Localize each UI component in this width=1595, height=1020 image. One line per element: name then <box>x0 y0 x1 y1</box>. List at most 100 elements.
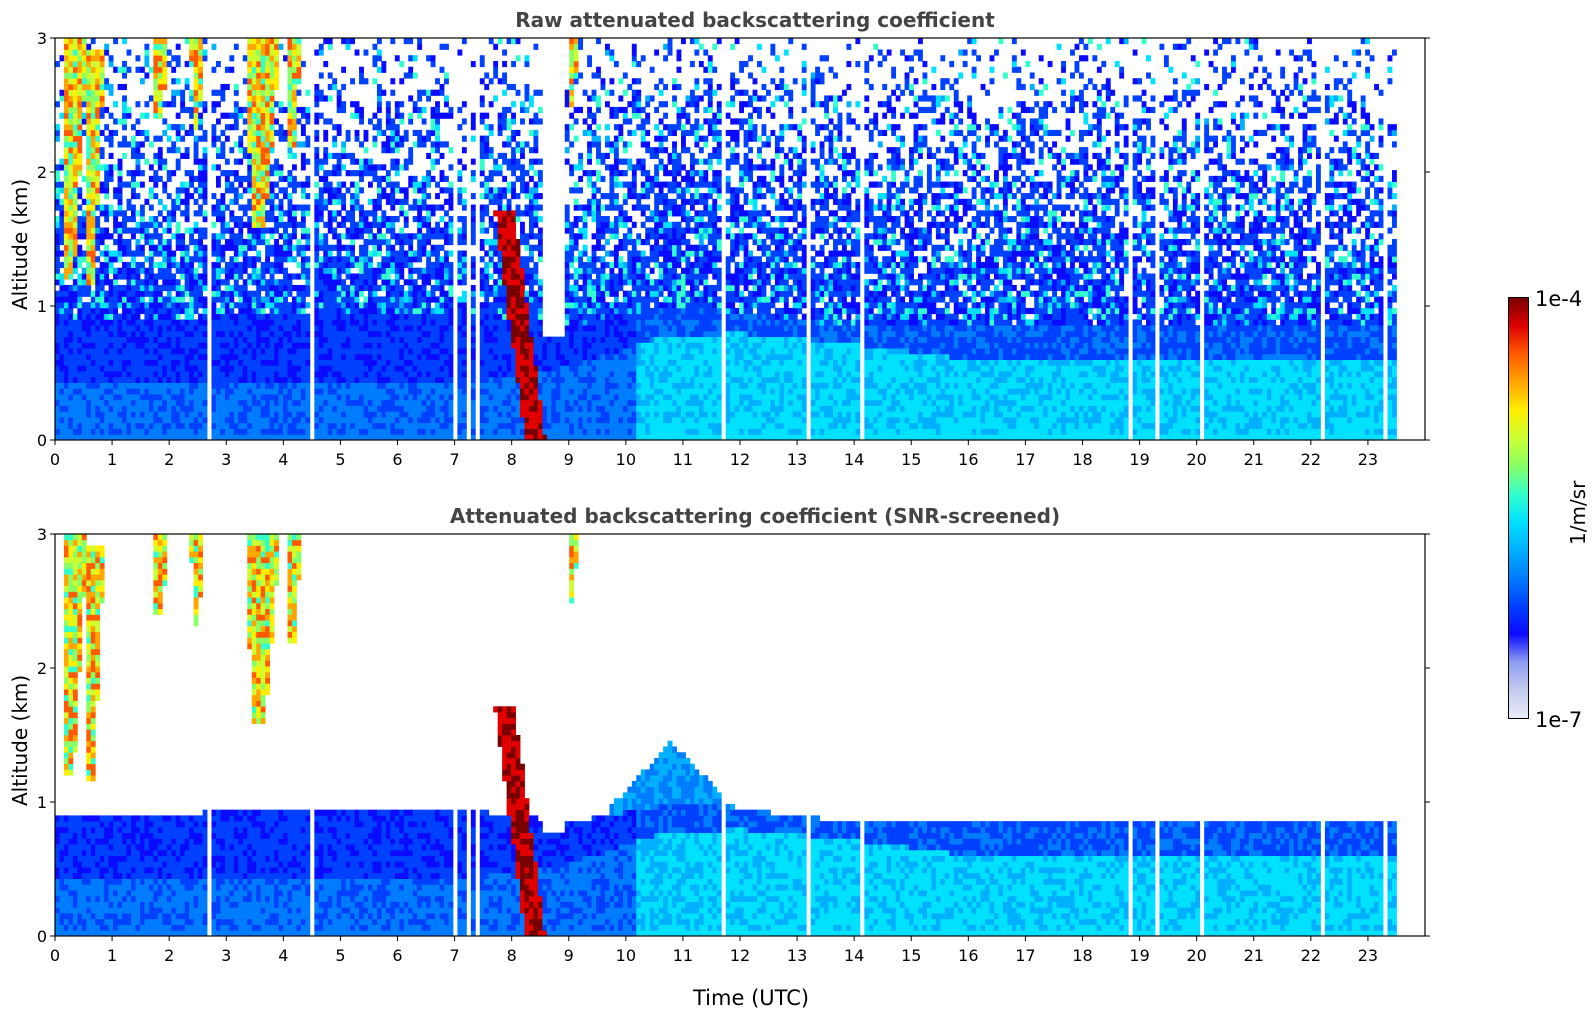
heatmap-cell <box>81 66 87 73</box>
heatmap-cell <box>72 417 78 424</box>
heatmap-cell <box>86 106 92 114</box>
heatmap-cell <box>55 175 60 182</box>
heatmap-cell <box>68 284 74 292</box>
heatmap-cell <box>68 152 74 159</box>
heatmap-cell <box>68 273 74 280</box>
heatmap-cell <box>72 216 78 223</box>
heatmap-cell <box>68 124 74 131</box>
heatmap-cell <box>72 227 78 234</box>
heatmap-cell <box>77 147 83 154</box>
heatmap-cell <box>95 164 101 171</box>
heatmap-cell <box>59 411 65 418</box>
heatmap-cell <box>95 388 101 395</box>
heatmap-cell <box>72 405 78 412</box>
heatmap-cell <box>90 428 96 435</box>
heatmap-cell <box>81 422 87 429</box>
heatmap-cell <box>72 336 78 343</box>
heatmap-cell <box>86 129 92 137</box>
heatmap-cell <box>86 49 92 56</box>
heatmap-cell <box>90 38 96 45</box>
heatmap-cell <box>86 417 92 424</box>
heatmap-cell <box>68 434 74 441</box>
heatmap-cell <box>90 417 96 424</box>
heatmap-cell <box>72 83 78 91</box>
heatmap-cell <box>95 273 101 280</box>
heatmap-cell <box>90 221 96 228</box>
heatmap-cell <box>55 371 60 378</box>
heatmap-cell <box>95 284 101 292</box>
heatmap-cell <box>59 227 65 234</box>
heatmap-cell <box>68 112 74 119</box>
heatmap-cell <box>99 210 105 217</box>
heatmap-cell <box>59 428 65 435</box>
heatmap-cell <box>72 210 78 217</box>
heatmap-cell <box>63 147 69 154</box>
heatmap-cell <box>68 261 74 269</box>
heatmap-cell <box>72 43 78 50</box>
heatmap-cell <box>68 141 74 148</box>
heatmap-cell <box>90 141 96 148</box>
heatmap-cell <box>81 89 87 96</box>
heatmap-cell <box>59 158 65 165</box>
heatmap-cell <box>59 55 65 62</box>
heatmap-cell <box>81 428 87 435</box>
heatmap-cell <box>59 371 65 378</box>
heatmap-cell <box>95 89 101 96</box>
heatmap-cell <box>77 296 83 303</box>
heatmap-cell <box>95 244 101 251</box>
heatmap-cell <box>63 158 69 165</box>
heatmap-cell <box>90 290 96 297</box>
heatmap-cell <box>63 216 69 223</box>
heatmap-cell <box>86 112 92 119</box>
heatmap-cell <box>90 89 96 96</box>
heatmap-cell <box>55 233 60 240</box>
heatmap-cell <box>95 175 101 182</box>
heatmap-cell <box>63 261 69 269</box>
heatmap-cell <box>55 267 60 274</box>
heatmap-cell <box>68 376 74 383</box>
heatmap-cell <box>63 330 69 338</box>
heatmap-cell <box>77 434 83 441</box>
heatmap-cell <box>72 187 78 194</box>
heatmap-cell <box>90 147 96 154</box>
heatmap-cell <box>72 388 78 395</box>
heatmap-cell <box>95 296 101 303</box>
heatmap-cell <box>55 365 60 372</box>
heatmap-cell <box>55 129 60 137</box>
heatmap-cell <box>86 302 92 309</box>
heatmap-cell <box>99 428 105 435</box>
heatmap-cell <box>86 95 92 102</box>
heatmap-cell <box>90 204 96 211</box>
heatmap-cell <box>72 124 78 131</box>
heatmap-cell <box>77 216 83 223</box>
heatmap-cell <box>90 279 96 286</box>
heatmap-cell <box>99 147 105 154</box>
heatmap-cell <box>68 422 74 429</box>
heatmap-cell <box>95 78 101 85</box>
heatmap-cell <box>90 124 96 131</box>
heatmap-cell <box>55 124 60 131</box>
heatmap-cell <box>77 302 83 309</box>
heatmap-cell <box>99 422 105 429</box>
heatmap-cell <box>81 129 87 137</box>
heatmap-cell <box>99 411 105 418</box>
heatmap-cell <box>81 307 87 315</box>
heatmap-cell <box>68 388 74 395</box>
heatmap-cell <box>55 319 60 326</box>
heatmap-cell <box>90 216 96 223</box>
heatmap-cell <box>99 365 105 372</box>
heatmap-cell <box>63 204 69 211</box>
heatmap-cell <box>63 95 69 102</box>
heatmap-cell <box>68 290 74 297</box>
heatmap-cell <box>86 319 92 326</box>
heatmap-cell <box>68 330 74 338</box>
heatmap-cell <box>81 210 87 217</box>
heatmap-cell <box>59 376 65 383</box>
heatmap-cell <box>81 382 87 389</box>
heatmap-cell <box>81 273 87 280</box>
heatmap-cell <box>68 353 74 360</box>
heatmap-cell <box>77 365 83 372</box>
heatmap-cell <box>99 233 105 240</box>
heatmap-cell <box>63 124 69 131</box>
heatmap-cell <box>59 342 65 349</box>
